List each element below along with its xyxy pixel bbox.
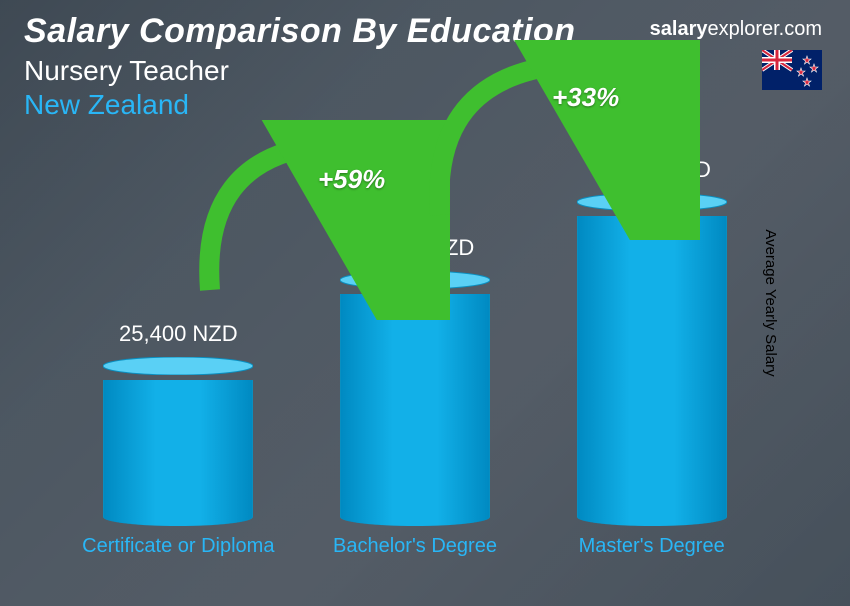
- bar-value-1: 40,400 NZD: [356, 235, 475, 261]
- bar-2: [577, 193, 727, 526]
- bar-group-2: 53,900 NZDMaster's Degree: [552, 157, 752, 526]
- salary-bar-chart: 25,400 NZDCertificate or Diploma40,400 N…: [60, 150, 770, 586]
- bar-group-1: 40,400 NZDBachelor's Degree: [315, 235, 515, 526]
- bar-0: [103, 357, 253, 526]
- bar-value-2: 53,900 NZD: [592, 157, 711, 183]
- bar-value-0: 25,400 NZD: [119, 321, 238, 347]
- increase-pct-1: +59%: [318, 164, 385, 195]
- bars-container: 25,400 NZDCertificate or Diploma40,400 N…: [60, 150, 770, 526]
- brand-bold: salary: [650, 18, 708, 40]
- chart-country: New Zealand: [24, 89, 826, 121]
- bar-label-2: Master's Degree: [552, 534, 752, 558]
- bar-label-1: Bachelor's Degree: [315, 534, 515, 558]
- flag-new-zealand: [762, 50, 822, 90]
- bar-1: [340, 271, 490, 526]
- brand-logo: salaryexplorer.com: [650, 18, 822, 41]
- bar-group-0: 25,400 NZDCertificate or Diploma: [78, 321, 278, 526]
- brand-rest: explorer.com: [708, 18, 823, 40]
- bar-label-0: Certificate or Diploma: [78, 534, 278, 558]
- increase-pct-2: +33%: [552, 82, 619, 113]
- chart-subtitle: Nursery Teacher: [24, 55, 826, 87]
